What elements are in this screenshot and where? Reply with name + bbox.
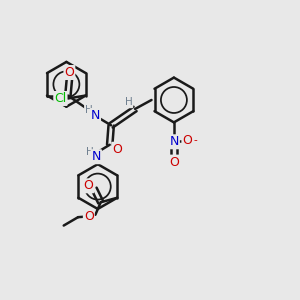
Text: O: O — [64, 66, 74, 79]
Text: H: H — [85, 147, 93, 157]
Text: H: H — [124, 98, 132, 107]
Text: -: - — [194, 135, 197, 145]
Text: O: O — [112, 143, 122, 156]
Text: H: H — [85, 105, 93, 116]
Text: O: O — [83, 179, 93, 192]
Text: N: N — [169, 135, 179, 148]
Text: O: O — [182, 134, 192, 147]
Text: N: N — [91, 109, 100, 122]
Text: N: N — [92, 150, 101, 163]
Text: Cl: Cl — [54, 92, 67, 105]
Text: O: O — [169, 156, 179, 169]
Text: O: O — [84, 210, 94, 223]
